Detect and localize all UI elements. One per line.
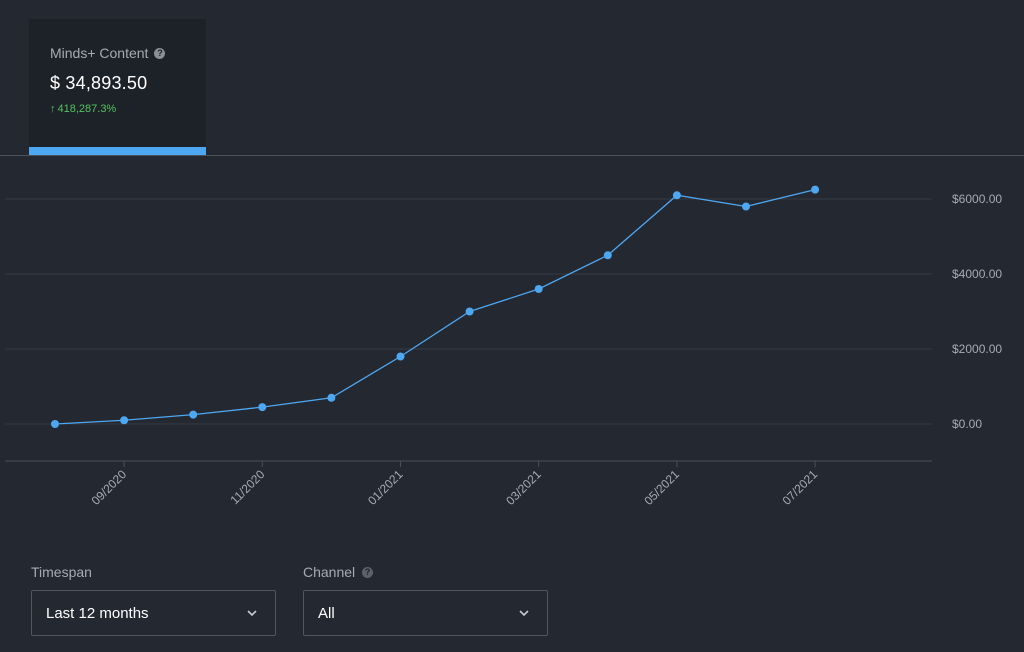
data-point	[51, 420, 59, 428]
y-tick-label: $6000.00	[952, 192, 1002, 206]
metric-change-value: 418,287.3%	[57, 103, 117, 115]
y-tick-label: $2000.00	[952, 342, 1002, 356]
timespan-value: Last 12 months	[46, 604, 149, 622]
channel-label-row: Channel ?	[303, 564, 374, 580]
x-tick-label: 03/2021	[503, 467, 544, 508]
question-circle-icon[interactable]: ?	[154, 47, 166, 59]
active-tab-indicator	[29, 147, 206, 155]
metric-tab-minds-plus-content[interactable]: Minds+ Content ? $ 34,893.50 ↑ 418,287.3…	[29, 19, 206, 155]
data-point	[120, 416, 129, 425]
x-tick-label: 05/2021	[641, 467, 682, 508]
metric-value: $ 34,893.50	[50, 73, 148, 93]
data-point	[327, 393, 336, 402]
x-tick-label: 11/2020	[227, 467, 267, 507]
x-tick-label: 09/2020	[89, 467, 130, 508]
metric-label: Minds+ Content	[50, 45, 149, 61]
y-tick-label: $4000.00	[952, 267, 1002, 281]
data-point	[465, 307, 474, 316]
metric-label-row: Minds+ Content ?	[50, 45, 186, 61]
chevron-down-icon	[247, 610, 257, 617]
tab-divider	[0, 155, 1024, 156]
metric-change: ↑ 418,287.3%	[50, 103, 186, 115]
data-point	[603, 251, 612, 260]
y-tick-label: $0.00	[952, 417, 982, 431]
data-point	[672, 191, 681, 200]
arrow-up-icon: ↑	[50, 103, 56, 115]
x-tick-label: 07/2021	[780, 467, 821, 508]
series-line	[54, 188, 816, 425]
timespan-label: Timespan	[31, 564, 92, 580]
timespan-label-row: Timespan	[31, 564, 92, 580]
data-point	[742, 202, 750, 211]
data-point	[189, 410, 198, 419]
data-point	[396, 352, 405, 361]
line-chart: $0.00 $2000.00 $4000.00 $6000.00 09/2020 11/2…	[5, 185, 1002, 508]
question-circle-icon[interactable]: ?	[362, 566, 374, 578]
chevron-down-icon	[519, 610, 529, 617]
timespan-select[interactable]: Last 12 months	[31, 590, 276, 636]
data-point	[811, 185, 820, 194]
channel-value: All	[318, 604, 335, 622]
data-point	[258, 403, 267, 412]
channel-label: Channel	[303, 564, 356, 580]
data-point	[534, 285, 543, 293]
x-tick-label: 01/2021	[365, 467, 406, 508]
channel-select[interactable]: All	[303, 590, 548, 636]
